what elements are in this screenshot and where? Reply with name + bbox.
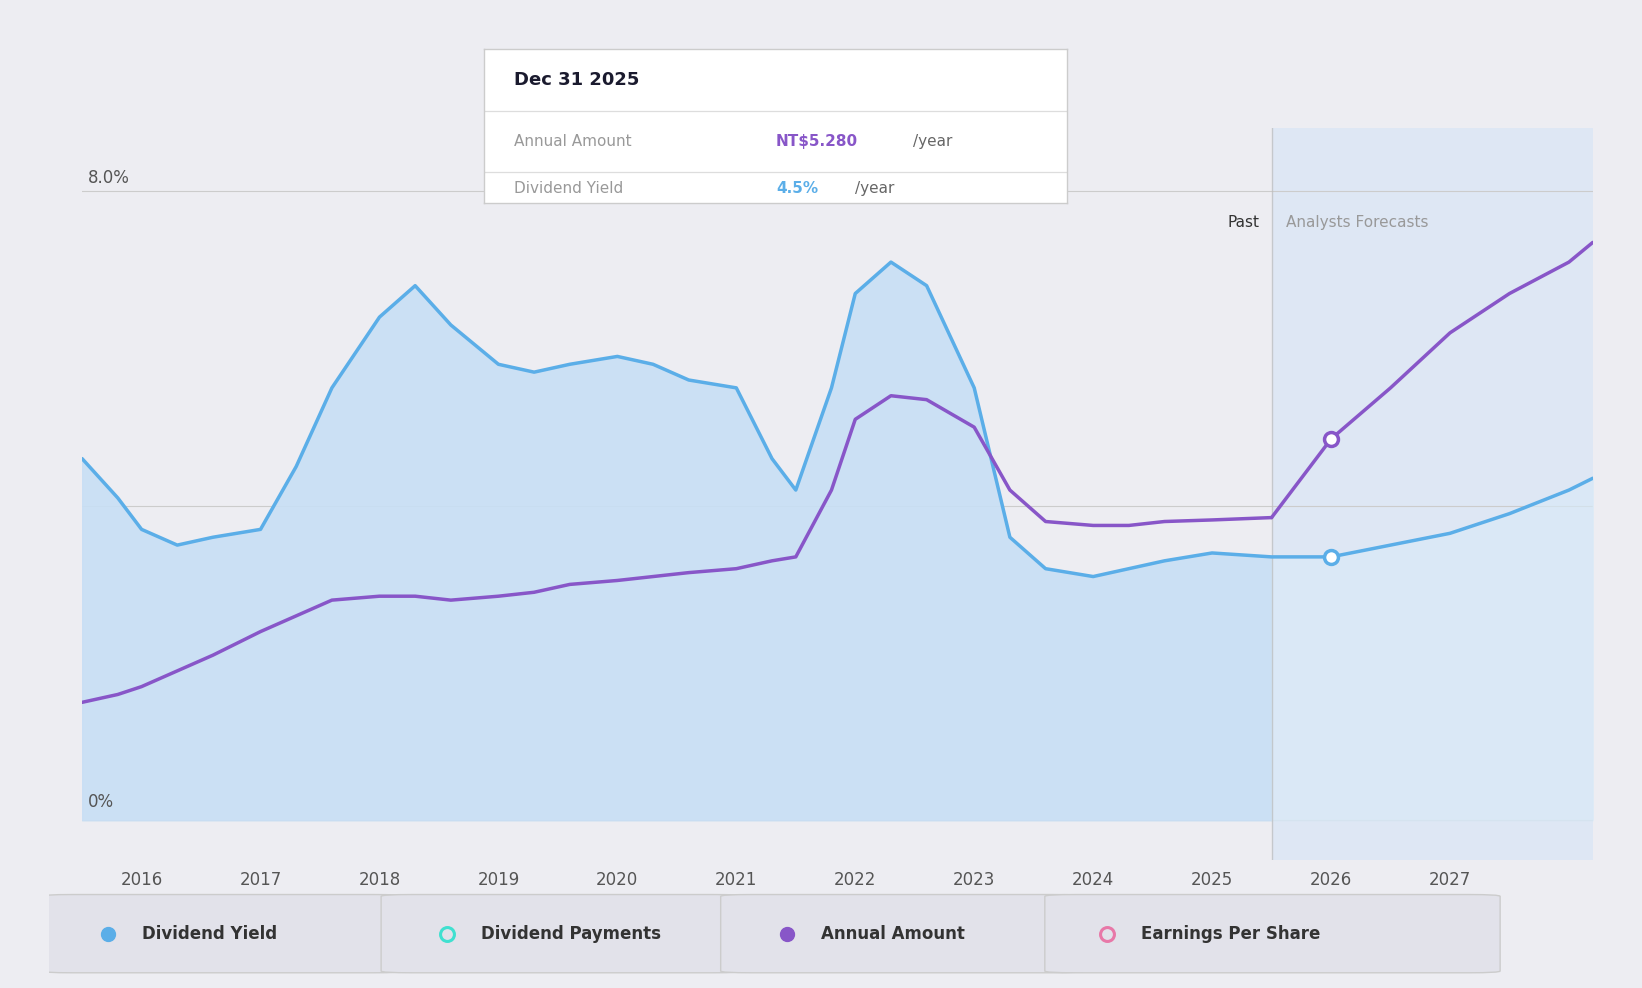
Text: 4.5%: 4.5% (775, 181, 818, 197)
Text: /year: /year (913, 133, 952, 149)
Text: 0%: 0% (89, 792, 115, 811)
Bar (1271, 128, 1593, 860)
Text: Dividend Yield: Dividend Yield (141, 925, 277, 943)
FancyBboxPatch shape (721, 894, 1084, 973)
Text: Dec 31 2025: Dec 31 2025 (514, 71, 639, 89)
Text: Earnings Per Share: Earnings Per Share (1141, 925, 1320, 943)
Text: Dividend Yield: Dividend Yield (514, 181, 622, 197)
Text: 8.0%: 8.0% (89, 169, 130, 188)
Text: Dividend Payments: Dividend Payments (481, 925, 662, 943)
Text: Annual Amount: Annual Amount (514, 133, 631, 149)
Text: NT$5.280: NT$5.280 (775, 133, 859, 149)
FancyBboxPatch shape (381, 894, 744, 973)
Text: Annual Amount: Annual Amount (821, 925, 965, 943)
Text: /year: /year (854, 181, 893, 197)
FancyBboxPatch shape (1044, 894, 1501, 973)
FancyBboxPatch shape (41, 894, 404, 973)
Text: Past: Past (1228, 215, 1259, 230)
Text: Analysts Forecasts: Analysts Forecasts (1286, 215, 1429, 230)
